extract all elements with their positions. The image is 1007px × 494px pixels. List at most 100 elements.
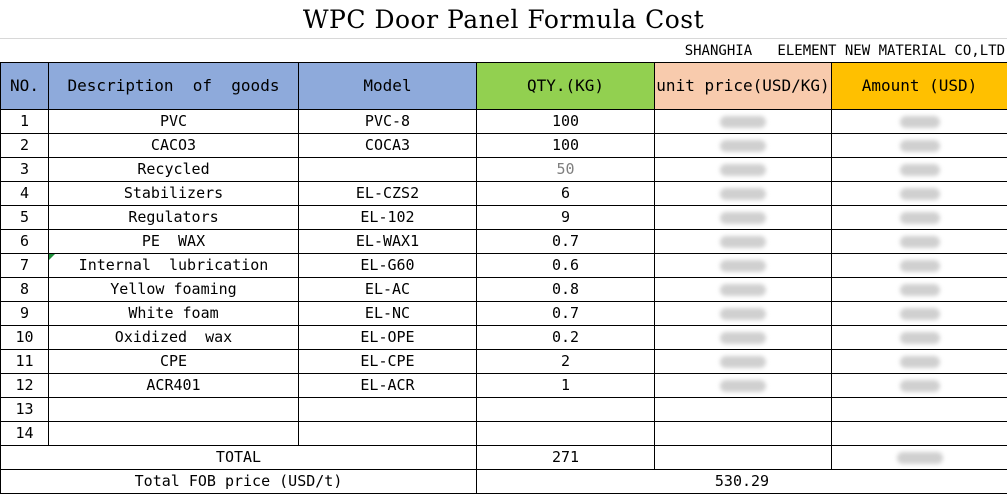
- row-model[interactable]: PVC-8: [299, 110, 477, 134]
- row-amount[interactable]: [832, 374, 1007, 398]
- row-description[interactable]: PVC: [49, 110, 299, 134]
- row-amount[interactable]: [832, 254, 1007, 278]
- row-model[interactable]: EL-G60: [299, 254, 477, 278]
- row-qty[interactable]: 1: [477, 374, 655, 398]
- row-description[interactable]: CPE: [49, 350, 299, 374]
- row-no[interactable]: 7: [1, 254, 49, 278]
- row-description[interactable]: White foam: [49, 302, 299, 326]
- row-qty[interactable]: 0.8: [477, 278, 655, 302]
- row-unit-price[interactable]: [655, 110, 832, 134]
- row-model[interactable]: EL-OPE: [299, 326, 477, 350]
- row-qty[interactable]: 0.7: [477, 230, 655, 254]
- row-description[interactable]: [49, 398, 299, 422]
- company-name: SHANGHIA ELEMENT NEW MATERIAL CO,LTD: [685, 40, 1005, 62]
- row-model[interactable]: EL-ACR: [299, 374, 477, 398]
- row-description[interactable]: Internal lubrication: [49, 254, 299, 278]
- row-no[interactable]: 6: [1, 230, 49, 254]
- row-description[interactable]: ACR401: [49, 374, 299, 398]
- header-unit-price[interactable]: unit price(USD/KG): [655, 63, 832, 110]
- row-no[interactable]: 12: [1, 374, 49, 398]
- row-model[interactable]: [299, 422, 477, 446]
- row-qty[interactable]: 100: [477, 134, 655, 158]
- row-unit-price[interactable]: [655, 374, 832, 398]
- row-amount[interactable]: [832, 230, 1007, 254]
- row-amount[interactable]: [832, 422, 1007, 446]
- row-amount[interactable]: [832, 110, 1007, 134]
- row-amount[interactable]: [832, 134, 1007, 158]
- row-qty[interactable]: 0.7: [477, 302, 655, 326]
- row-description[interactable]: Stabilizers: [49, 182, 299, 206]
- row-model[interactable]: EL-NC: [299, 302, 477, 326]
- row-unit-price[interactable]: [655, 326, 832, 350]
- row-description[interactable]: PE WAX: [49, 230, 299, 254]
- row-description[interactable]: Recycled: [49, 158, 299, 182]
- row-qty[interactable]: 0.6: [477, 254, 655, 278]
- row-model[interactable]: EL-AC: [299, 278, 477, 302]
- row-model[interactable]: EL-102: [299, 206, 477, 230]
- redacted-value: [900, 308, 940, 320]
- row-description[interactable]: [49, 422, 299, 446]
- row-no[interactable]: 3: [1, 158, 49, 182]
- header-description[interactable]: Description of goods: [49, 63, 299, 110]
- row-description[interactable]: Oxidized wax: [49, 326, 299, 350]
- fob-value[interactable]: 530.29: [477, 470, 1007, 494]
- row-unit-price[interactable]: [655, 206, 832, 230]
- row-qty[interactable]: 2: [477, 350, 655, 374]
- row-no[interactable]: 1: [1, 110, 49, 134]
- total-qty[interactable]: 271: [477, 446, 655, 470]
- row-unit-price[interactable]: [655, 254, 832, 278]
- total-unit-price-cell[interactable]: [655, 446, 832, 470]
- row-qty[interactable]: [477, 422, 655, 446]
- row-amount[interactable]: [832, 326, 1007, 350]
- row-description[interactable]: Yellow foaming: [49, 278, 299, 302]
- row-qty[interactable]: 0.2: [477, 326, 655, 350]
- header-no[interactable]: NO.: [1, 63, 49, 110]
- row-qty[interactable]: [477, 398, 655, 422]
- row-amount[interactable]: [832, 302, 1007, 326]
- total-label[interactable]: TOTAL: [1, 446, 477, 470]
- row-no[interactable]: 14: [1, 422, 49, 446]
- row-unit-price[interactable]: [655, 302, 832, 326]
- row-no[interactable]: 9: [1, 302, 49, 326]
- row-amount[interactable]: [832, 158, 1007, 182]
- row-description[interactable]: Regulators: [49, 206, 299, 230]
- header-qty[interactable]: QTY.(KG): [477, 63, 655, 110]
- row-no[interactable]: 11: [1, 350, 49, 374]
- row-amount[interactable]: [832, 182, 1007, 206]
- row-description[interactable]: CACO3: [49, 134, 299, 158]
- row-no[interactable]: 2: [1, 134, 49, 158]
- row-amount[interactable]: [832, 206, 1007, 230]
- row-model[interactable]: EL-CZS2: [299, 182, 477, 206]
- header-amount[interactable]: Amount (USD): [832, 63, 1007, 110]
- row-unit-price[interactable]: [655, 398, 832, 422]
- row-qty[interactable]: 6: [477, 182, 655, 206]
- row-unit-price[interactable]: [655, 422, 832, 446]
- row-amount[interactable]: [832, 350, 1007, 374]
- header-model[interactable]: Model: [299, 63, 477, 110]
- row-unit-price[interactable]: [655, 278, 832, 302]
- row-unit-price[interactable]: [655, 230, 832, 254]
- row-qty[interactable]: 50: [477, 158, 655, 182]
- row-qty[interactable]: 100: [477, 110, 655, 134]
- row-no[interactable]: 13: [1, 398, 49, 422]
- row-unit-price[interactable]: [655, 182, 832, 206]
- row-qty[interactable]: 9: [477, 206, 655, 230]
- row-model[interactable]: [299, 398, 477, 422]
- row-amount[interactable]: [832, 398, 1007, 422]
- row-unit-price[interactable]: [655, 158, 832, 182]
- row-no[interactable]: 10: [1, 326, 49, 350]
- row-no[interactable]: 4: [1, 182, 49, 206]
- row-model[interactable]: EL-CPE: [299, 350, 477, 374]
- row-unit-price[interactable]: [655, 134, 832, 158]
- row-amount[interactable]: [832, 278, 1007, 302]
- total-amount-cell[interactable]: [832, 446, 1007, 470]
- row-model[interactable]: [299, 158, 477, 182]
- row-model[interactable]: COCA3: [299, 134, 477, 158]
- row-no[interactable]: 5: [1, 206, 49, 230]
- row-no[interactable]: 8: [1, 278, 49, 302]
- fob-label[interactable]: Total FOB price (USD/t): [1, 470, 477, 494]
- row-model[interactable]: EL-WAX1: [299, 230, 477, 254]
- row-unit-price[interactable]: [655, 350, 832, 374]
